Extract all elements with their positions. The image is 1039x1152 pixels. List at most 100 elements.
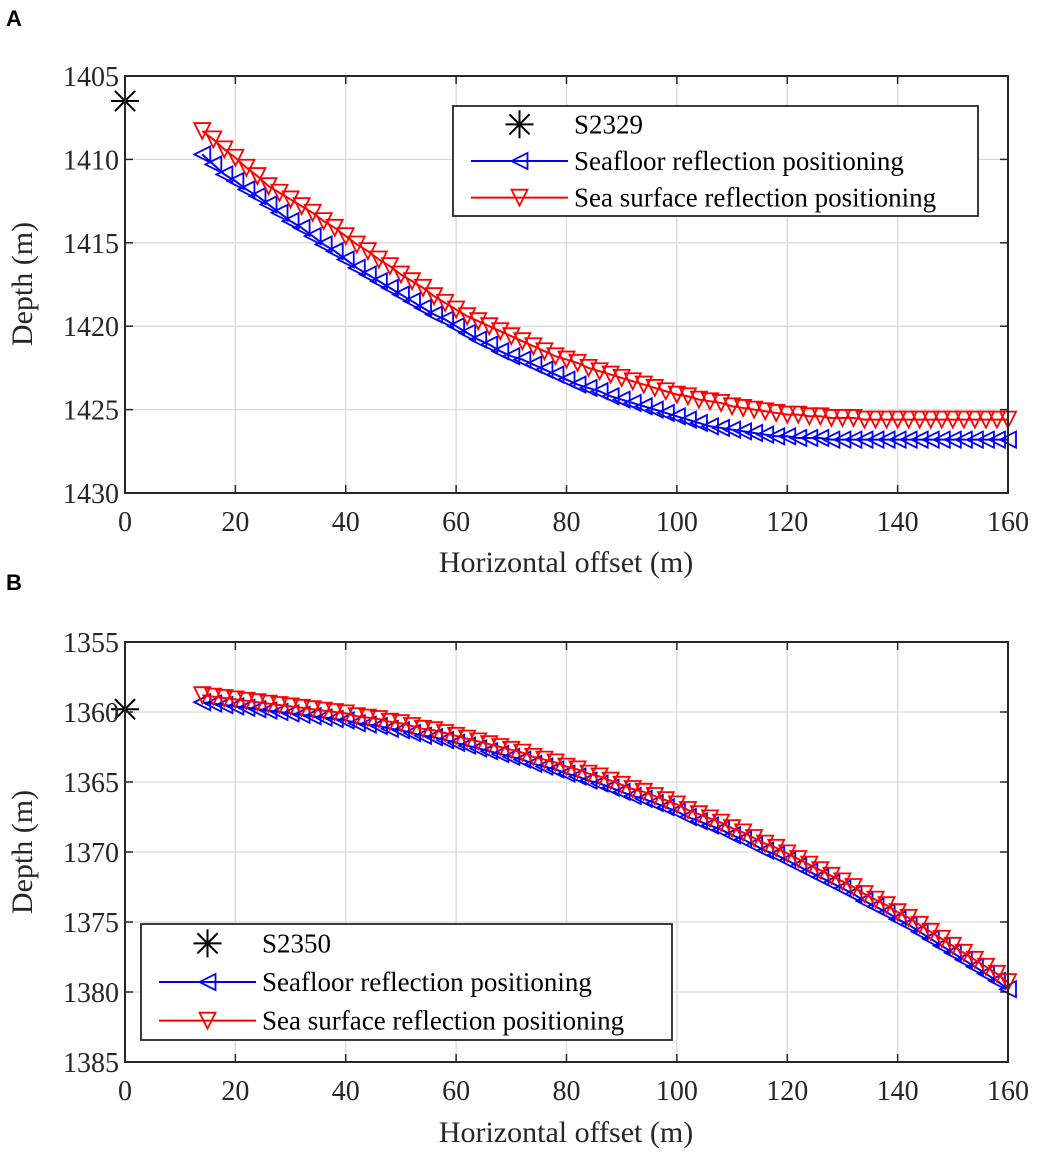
panel-a-seafloor-point xyxy=(843,430,863,450)
panel-b-x-tick-label: 100 xyxy=(656,1076,698,1107)
panel-a-seafloor-point xyxy=(401,291,421,311)
panel-a-sea-surface-point xyxy=(579,358,599,378)
panel-b-chart: B 0 20 40 60 80 100 120 140 160 1355 1360 1365 1370 1… xyxy=(6,570,1029,1149)
panel-a-sea-surface-point xyxy=(932,410,952,430)
panel-a-seafloor-point xyxy=(258,194,278,214)
panel-a-seafloor-point xyxy=(357,265,377,284)
panel-b-x-tick-label: 160 xyxy=(987,1076,1029,1107)
panel-a-sea-surface-point xyxy=(899,410,919,430)
panel-a-legend: S2329 Seafloor reflection positioning Sea … xyxy=(452,105,979,217)
panel-b-seafloor-point xyxy=(280,703,300,723)
panel-a-legend-station-label: S2329 xyxy=(574,109,643,139)
panel-b-y-tick-label: 1380 xyxy=(63,978,119,1009)
panel-a-x-tick-label: 0 xyxy=(118,507,132,538)
panel-a-sea-surface-point xyxy=(877,410,897,430)
panel-b-sea-surface-point xyxy=(369,710,389,730)
panel-b-sea-surface-point xyxy=(402,717,422,737)
panel-b-sea-surface-point xyxy=(446,726,466,746)
panel-a-seafloor-point xyxy=(986,430,1006,450)
panel-a-seafloor-point xyxy=(788,428,808,448)
panel-b-sea-surface-point xyxy=(325,703,345,723)
panel-a-seafloor-point xyxy=(346,258,366,278)
panel-a-seafloor-point xyxy=(247,186,267,206)
panel-a-sea-surface-point xyxy=(203,130,223,150)
panel-a-sea-surface-point xyxy=(766,404,786,423)
panel-b-sea-surface-point xyxy=(336,704,356,724)
panel-a-seafloor-point xyxy=(799,428,819,448)
panel-b-sea-surface-point xyxy=(435,724,455,744)
panel-b-sea-surface-point xyxy=(468,732,488,752)
panel-b-sea-surface-point xyxy=(490,738,510,758)
panel-a-seafloor-point xyxy=(280,211,300,231)
panel-a-sea-surface-point xyxy=(225,148,245,168)
panel-a-sea-surface-point xyxy=(888,410,908,430)
panel-b-legend: S2350 Seafloor reflection positioning Sea … xyxy=(140,923,673,1041)
panel-a-y-tick-label: 1430 xyxy=(63,479,119,510)
panel-a-seafloor-point xyxy=(887,430,907,450)
panel-b-x-tick-label: 140 xyxy=(877,1076,919,1107)
panel-b-sea-surface-point xyxy=(579,764,599,784)
panel-b-sea-surface-point xyxy=(623,780,643,800)
panel-a-y-axis-label: Depth (m) xyxy=(6,222,39,346)
panel-b-legend-seafloor-marker xyxy=(197,972,217,992)
panel-a-y-tick-label: 1425 xyxy=(63,396,119,427)
panel-b-seafloor-point xyxy=(302,706,322,726)
panel-a-y-tick-label: 1410 xyxy=(63,145,119,176)
panel-b-sea-surface-point xyxy=(424,721,444,741)
panel-a-seafloor-point xyxy=(942,430,962,450)
panel-a-seafloor-point xyxy=(324,241,344,261)
panel-b-sea-surface-point xyxy=(347,707,367,727)
panel-a-sea-surface-point xyxy=(744,400,764,420)
panel-a-seafloor-point xyxy=(876,430,896,450)
panel-a-sea-surface-point xyxy=(623,372,643,392)
panel-a-sea-surface-point xyxy=(855,410,874,430)
panel-a-sea-surface-point xyxy=(965,410,985,430)
panel-b-sea-surface-point xyxy=(292,698,312,718)
panel-b-y-tick-label: 1360 xyxy=(63,698,119,729)
panel-b-seafloor-point xyxy=(324,709,344,729)
panel-b-x-tick-label: 20 xyxy=(221,1076,249,1107)
panel-b-seafloor-point xyxy=(192,692,212,712)
panel-a-sea-surface-point xyxy=(755,402,775,422)
panel-b-seafloor-point xyxy=(225,696,245,716)
panel-b-legend-station-label: S2350 xyxy=(262,928,331,958)
panel-b-sea-surface-point xyxy=(479,735,499,755)
panel-a-seafloor-point xyxy=(457,323,477,343)
panel-b-sea-surface-point xyxy=(214,689,234,709)
panel-a-sea-surface-point xyxy=(678,387,698,407)
panel-b-letter: B xyxy=(6,570,22,595)
panel-b-seafloor-point xyxy=(236,698,256,718)
panel-b-sea-surface-point xyxy=(314,701,334,721)
panel-a-chart: A 0 20 40 60 80 100 120 140 160 1405 1410 1415 1420 1… xyxy=(6,6,1029,579)
panel-a-seafloor-point xyxy=(379,278,399,298)
panel-b-seafloor-point xyxy=(291,705,311,725)
panel-a-seafloor-point xyxy=(479,335,499,355)
panel-b-seafloor-point xyxy=(346,713,366,733)
panel-a-sea-surface-point xyxy=(954,410,974,430)
panel-a-sea-surface-point xyxy=(921,410,941,430)
panel-b-legend-sea-surface-marker xyxy=(198,1011,217,1031)
panel-b-sea-surface-point xyxy=(380,712,400,732)
panel-a-sea-surface-point xyxy=(866,410,886,430)
panel-b-seafloor-point xyxy=(247,699,267,719)
panel-b-sea-surface-point xyxy=(236,691,256,711)
panel-a-seafloor-point xyxy=(545,365,565,385)
panel-a-sea-surface-point xyxy=(810,407,830,427)
panel-a-seafloor-point xyxy=(435,310,454,329)
panel-a-seafloor-point xyxy=(931,430,951,450)
panel-b-x-axis-label: Horizontal offset (m) xyxy=(439,1116,693,1149)
panel-a-seafloor-point xyxy=(214,164,234,184)
panel-b-sea-surface-point xyxy=(534,750,554,770)
panel-a-seafloor-point xyxy=(291,218,311,238)
panel-a-seafloor-point xyxy=(335,250,355,269)
panel-b-seafloor-point xyxy=(313,708,333,728)
panel-b-sea-surface-point xyxy=(259,694,278,714)
panel-a-seafloor-point xyxy=(953,430,973,450)
panel-a-sea-surface-point xyxy=(700,392,720,412)
panel-a-sea-surface-point xyxy=(601,365,621,385)
panel-a-seafloor-point xyxy=(368,271,388,291)
panel-b-sea-surface-point xyxy=(557,757,576,777)
panel-a-sea-surface-point xyxy=(733,399,753,418)
panel-b-sea-surface-point xyxy=(281,697,301,717)
panel-b-seafloor-point xyxy=(357,715,377,735)
